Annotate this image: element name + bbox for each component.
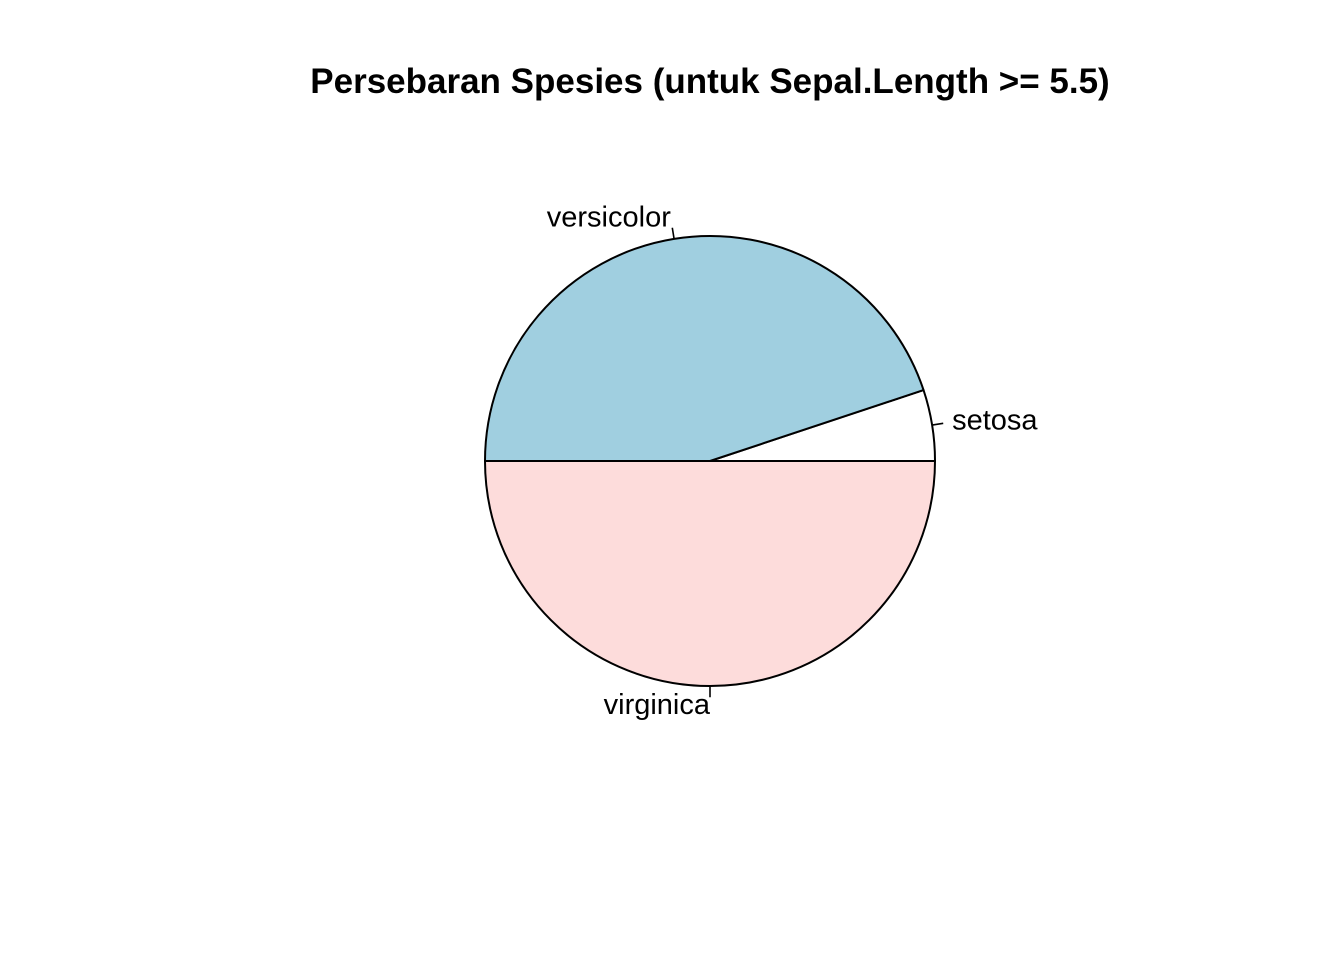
pie-slice-virginica (484, 460, 936, 687)
slice-label-virginica: virginica (604, 689, 711, 721)
slice-labels: setosa versicolor virginica (547, 202, 1039, 721)
label-tick-setosa (931, 422, 944, 426)
label-ticks (671, 227, 944, 698)
chart-title: Persebaran Spesies (untuk Sepal.Length >… (310, 62, 1109, 101)
pie-slices (484, 235, 936, 687)
slice-label-setosa: setosa (952, 405, 1038, 437)
label-tick-versicolor (671, 227, 675, 240)
pie-slice-versicolor (484, 235, 925, 462)
slice-label-versicolor: versicolor (547, 202, 671, 234)
